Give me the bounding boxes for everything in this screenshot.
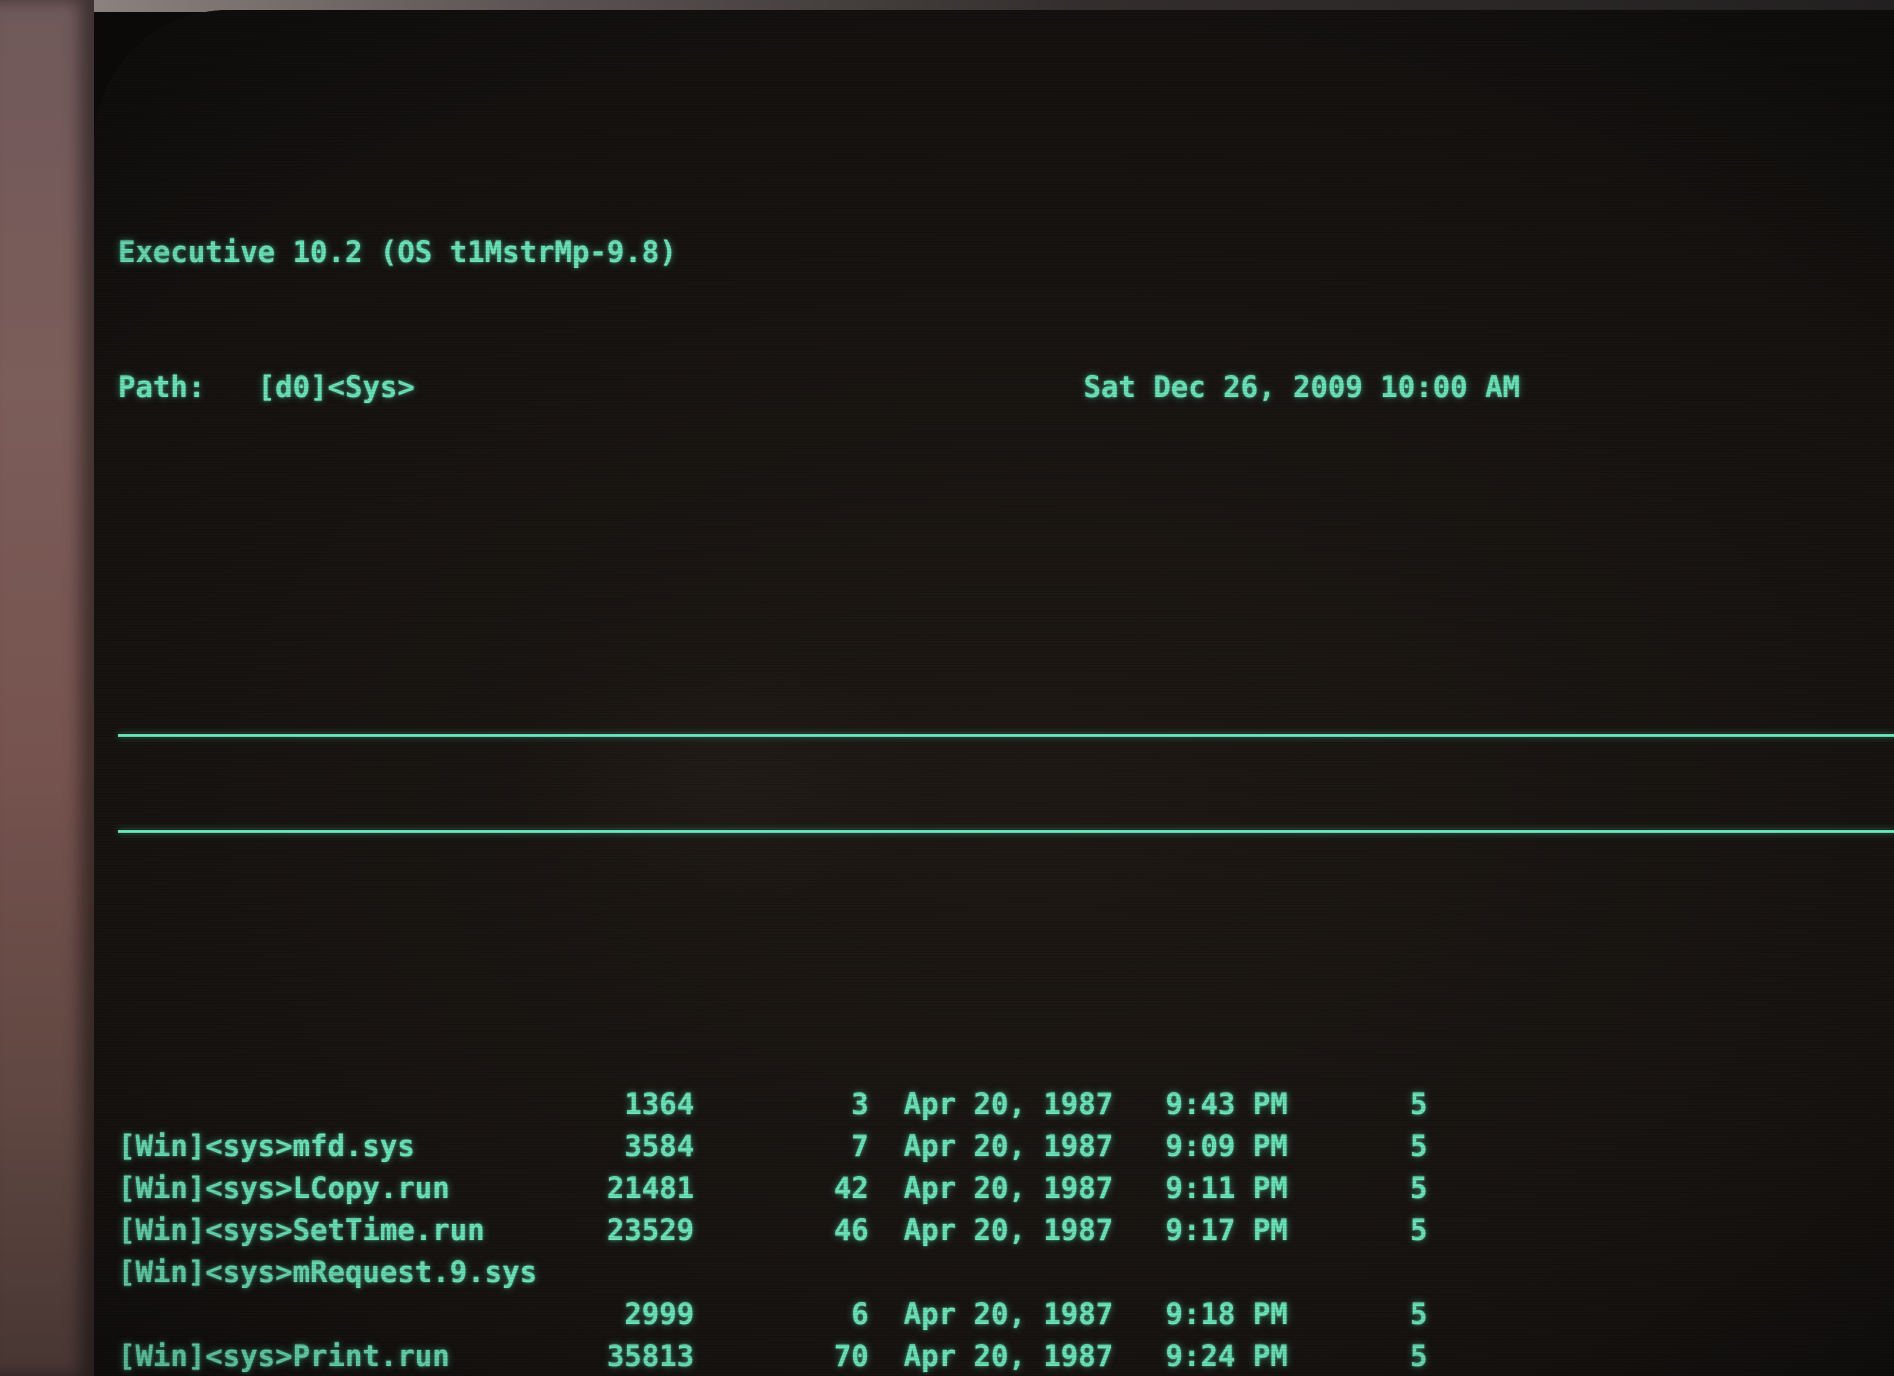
file-stats-line: 1364 3 Apr 20, 1987 9:43 PM 5 bbox=[118, 1083, 1894, 1125]
file-row: [Win]<sys>LCopy.run 21481 42 Apr 20, 1987 9:… bbox=[118, 1167, 1894, 1209]
col-time: 9:17 PM bbox=[1165, 1213, 1288, 1247]
separator-rule-bottom bbox=[118, 830, 1894, 833]
col-name: [Win]<sys>LCopy.run bbox=[118, 1171, 450, 1205]
separator-rule-top bbox=[118, 734, 1894, 737]
col-date: Apr 20, 1987 bbox=[903, 1297, 1114, 1331]
file-row: [Win]<sys>Print.run 35813 70 Apr 20, 1987 9:… bbox=[118, 1335, 1894, 1376]
monitor-case-left bbox=[0, 0, 94, 1376]
col-time: 9:43 PM bbox=[1165, 1087, 1288, 1121]
col-date: Apr 20, 1987 bbox=[903, 1087, 1114, 1121]
col-pages: 3 bbox=[851, 1087, 869, 1121]
col-size: 1364 bbox=[624, 1087, 695, 1121]
col-name bbox=[118, 1083, 520, 1125]
col-size: 3584 bbox=[624, 1129, 695, 1163]
col-name bbox=[118, 1293, 520, 1335]
file-row: [Win]<sys>mfd.sys 3584 7 Apr 20, 1987 9:09 P… bbox=[118, 1125, 1894, 1167]
col-ver: 5 bbox=[1409, 1087, 1428, 1121]
app-title: Executive 10.2 (OS t1MstrMp-9.8) bbox=[118, 235, 677, 269]
col-date: Apr 20, 1987 bbox=[903, 1129, 1114, 1163]
clock-datetime: Sat Dec 26, 2009 10:00 AM bbox=[1083, 370, 1521, 404]
col-ver: 5 bbox=[1409, 1297, 1428, 1331]
terminal-content: Executive 10.2 (OS t1MstrMp-9.8) Path: [d… bbox=[118, 56, 1894, 1376]
col-ver: 5 bbox=[1409, 1129, 1428, 1163]
col-time: 9:24 PM bbox=[1165, 1339, 1288, 1373]
col-time: 9:09 PM bbox=[1165, 1129, 1288, 1163]
col-time: 9:11 PM bbox=[1165, 1171, 1288, 1205]
col-ver: 5 bbox=[1409, 1339, 1428, 1373]
crt-bezel: Executive 10.2 (OS t1MstrMp-9.8) Path: [d… bbox=[94, 10, 1894, 1376]
file-row: [Win]<sys>SetTime.run 23529 46 Apr 20, 1987… bbox=[118, 1209, 1894, 1251]
path-line: Path: [d0]<Sys> bbox=[118, 365, 415, 410]
header-separator bbox=[118, 650, 1894, 917]
monitor-case-top bbox=[94, 0, 1894, 12]
path-label: Path: bbox=[118, 370, 206, 404]
col-size: 35813 bbox=[606, 1339, 695, 1373]
col-pages: 7 bbox=[851, 1129, 869, 1163]
col-size: 23529 bbox=[606, 1213, 695, 1247]
col-date: Apr 20, 1987 bbox=[903, 1213, 1114, 1247]
col-pages: 6 bbox=[851, 1297, 869, 1331]
col-name: [Win]<sys>SetTime.run bbox=[118, 1213, 485, 1247]
col-pages: 70 bbox=[833, 1339, 869, 1373]
file-stats-line: 2999 6 Apr 20, 1987 9:18 PM 5 bbox=[118, 1293, 1894, 1335]
col-size: 21481 bbox=[606, 1171, 695, 1205]
col-ver: 5 bbox=[1409, 1213, 1428, 1247]
col-pages: 42 bbox=[833, 1171, 869, 1205]
file-listing: 1364 3 Apr 20, 1987 9:43 PM 5 [Win]<sys>mfd.s… bbox=[118, 1083, 1894, 1376]
col-date: Apr 20, 1987 bbox=[903, 1171, 1114, 1205]
file-name-line: [Win]<sys>mRequest.9.sys bbox=[118, 1255, 538, 1289]
col-name: [Win]<sys>mfd.sys bbox=[118, 1129, 415, 1163]
col-pages: 46 bbox=[833, 1213, 869, 1247]
screen-reflection bbox=[514, 650, 934, 910]
col-date: Apr 20, 1987 bbox=[903, 1339, 1114, 1373]
col-name: [Win]<sys>Print.run bbox=[118, 1339, 450, 1373]
col-size: 2999 bbox=[624, 1297, 695, 1331]
col-ver: 5 bbox=[1409, 1171, 1428, 1205]
col-time: 9:18 PM bbox=[1165, 1297, 1288, 1331]
crt-screen: Executive 10.2 (OS t1MstrMp-9.8) Path: [d… bbox=[94, 10, 1894, 1376]
path-value: [d0]<Sys> bbox=[257, 370, 415, 404]
